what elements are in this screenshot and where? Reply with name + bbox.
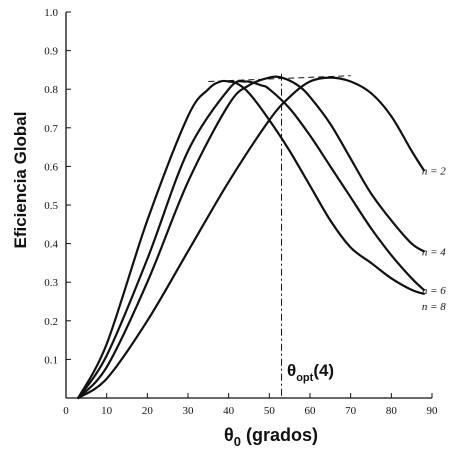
y-tick-label: 1.0: [44, 7, 58, 19]
y-tick-label: 0.9: [44, 46, 58, 58]
y-tick-label: 0.3: [44, 277, 58, 289]
x-tick-label: 30: [183, 405, 195, 417]
curves: [77, 73, 425, 400]
x-tick-label: 10: [101, 405, 113, 417]
series-label-4: n = 8: [422, 301, 446, 313]
y-tick-label: 0.7: [44, 123, 58, 135]
labels: Eficiencia Global θ0 (grados) θopt(4) n …: [11, 112, 446, 450]
x-tick-label: 20: [142, 405, 154, 417]
x-tick-label: 60: [305, 405, 317, 417]
y-tick-label: 0.5: [44, 200, 58, 212]
x-tick-label: 0: [63, 405, 69, 417]
peak-envelope-line: [208, 75, 351, 82]
x-tick-label: 80: [386, 405, 398, 417]
x-tick-label: 90: [427, 405, 439, 417]
y-tick-label: 0.4: [44, 239, 58, 251]
series-curve-1: [77, 76, 425, 400]
series-label-1: n = 2: [422, 165, 446, 177]
series-label-2: n = 4: [422, 246, 446, 258]
y-tick-label: 0.1: [44, 354, 58, 366]
series-curve-2: [77, 75, 425, 400]
series-curve-4: [77, 79, 425, 400]
optimum-label: θopt(4): [287, 361, 334, 384]
series-curve-3: [77, 80, 425, 400]
y-tick-label: 0.6: [44, 161, 58, 173]
y-tick-label: 0.8: [44, 84, 58, 96]
y-axis-label: Eficiencia Global: [11, 112, 30, 249]
series-label-3: n = 6: [422, 285, 446, 297]
x-tick-label: 40: [223, 405, 235, 417]
x-axis-label: θ0 (grados): [224, 425, 318, 449]
y-tick-label: 0.2: [44, 316, 58, 328]
x-tick-label: 50: [264, 405, 276, 417]
x-tick-label: 70: [345, 405, 357, 417]
ticks: 0 10 20 30 40 50 60 70 80 90 0.1 0.2 0.3 0.4 0.5 0.6 0.7…: [44, 7, 438, 417]
